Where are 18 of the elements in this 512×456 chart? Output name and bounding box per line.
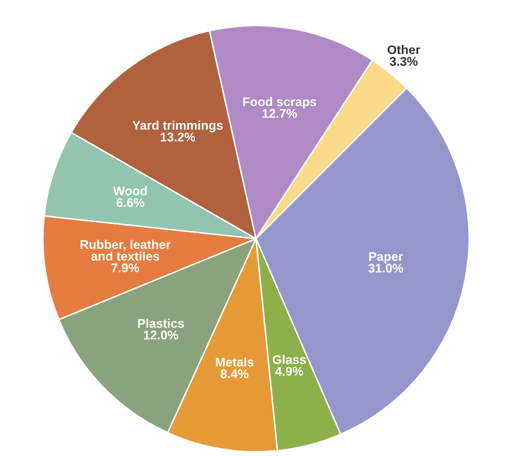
data-label: 7.9%: [112, 263, 140, 272]
data-label: 13.2%: [160, 132, 196, 142]
slice-label: Food scraps: [243, 97, 316, 109]
slice-label: Yard trimmings: [132, 120, 223, 132]
slice-label: Other: [388, 45, 420, 54]
slice-label: Plastics: [138, 318, 184, 328]
data-label: 8.4%: [220, 369, 248, 378]
data-label: 6.6%: [116, 198, 144, 208]
data-label: 12.0%: [144, 330, 178, 340]
data-label: 31.0%: [368, 264, 404, 273]
data-label: 12.7%: [262, 108, 297, 118]
slice-label: Wood: [113, 186, 147, 196]
slice-label: Rubber, leather and textiles: [80, 240, 171, 261]
slice-label: Paper: [369, 252, 403, 264]
slice-label: Glass: [272, 354, 306, 364]
slice-label: Metals: [216, 357, 254, 367]
data-label: 3.3%: [390, 56, 418, 66]
data-label: 4.9%: [275, 366, 304, 376]
